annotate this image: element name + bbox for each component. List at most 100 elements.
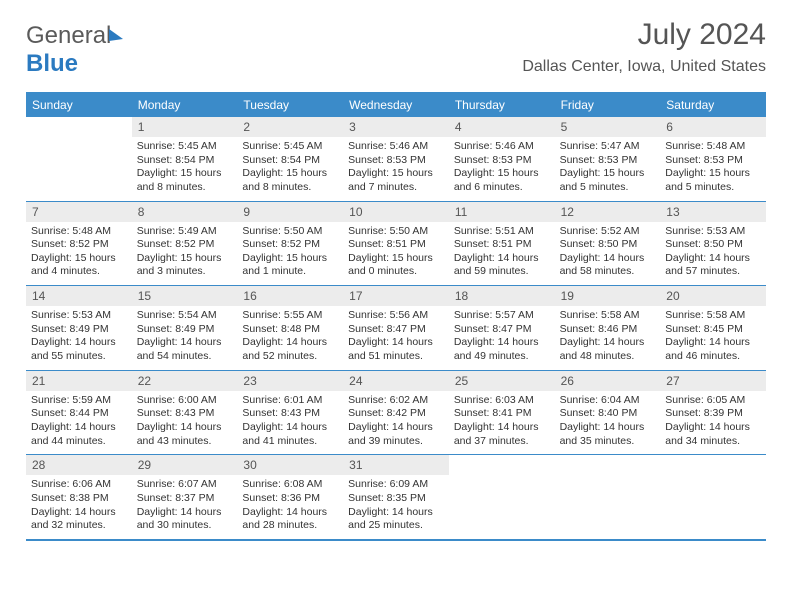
day-line: Sunset: 8:38 PM bbox=[31, 492, 127, 506]
day-line: Sunrise: 5:45 AM bbox=[242, 140, 338, 154]
day-number: 14 bbox=[26, 286, 132, 306]
day-line: Daylight: 14 hours bbox=[348, 421, 444, 435]
dow-monday: Monday bbox=[132, 94, 238, 117]
day-line: Daylight: 14 hours bbox=[31, 421, 127, 435]
day-of-week-header: Sunday Monday Tuesday Wednesday Thursday… bbox=[26, 94, 766, 117]
week-row: 7Sunrise: 5:48 AMSunset: 8:52 PMDaylight… bbox=[26, 201, 766, 286]
week-row: 21Sunrise: 5:59 AMSunset: 8:44 PMDayligh… bbox=[26, 370, 766, 455]
day-line: Sunset: 8:41 PM bbox=[454, 407, 550, 421]
day-line: Sunset: 8:53 PM bbox=[348, 154, 444, 168]
day-line: Daylight: 15 hours bbox=[31, 252, 127, 266]
day-cell: 24Sunrise: 6:02 AMSunset: 8:42 PMDayligh… bbox=[343, 371, 449, 455]
day-line: and 49 minutes. bbox=[454, 350, 550, 364]
day-detail: Sunrise: 6:05 AMSunset: 8:39 PMDaylight:… bbox=[660, 391, 766, 449]
day-number: 28 bbox=[26, 455, 132, 475]
day-line: Daylight: 15 hours bbox=[242, 252, 338, 266]
day-detail: Sunrise: 5:48 AMSunset: 8:53 PMDaylight:… bbox=[660, 137, 766, 195]
day-detail: Sunrise: 6:01 AMSunset: 8:43 PMDaylight:… bbox=[237, 391, 343, 449]
day-cell: 27Sunrise: 6:05 AMSunset: 8:39 PMDayligh… bbox=[660, 371, 766, 455]
day-cell bbox=[449, 455, 555, 539]
day-line: Sunset: 8:53 PM bbox=[560, 154, 656, 168]
day-detail: Sunrise: 6:08 AMSunset: 8:36 PMDaylight:… bbox=[237, 475, 343, 533]
day-line: Sunrise: 5:48 AM bbox=[31, 225, 127, 239]
day-line: Sunrise: 6:08 AM bbox=[242, 478, 338, 492]
day-line: Sunset: 8:47 PM bbox=[348, 323, 444, 337]
day-line: and 39 minutes. bbox=[348, 435, 444, 449]
day-cell: 3Sunrise: 5:46 AMSunset: 8:53 PMDaylight… bbox=[343, 117, 449, 201]
day-line: and 3 minutes. bbox=[137, 265, 233, 279]
day-line: Sunset: 8:40 PM bbox=[560, 407, 656, 421]
day-line: Sunset: 8:46 PM bbox=[560, 323, 656, 337]
day-number: 30 bbox=[237, 455, 343, 475]
day-line: and 5 minutes. bbox=[560, 181, 656, 195]
day-line: Daylight: 15 hours bbox=[665, 167, 761, 181]
day-line: and 48 minutes. bbox=[560, 350, 656, 364]
day-line: Daylight: 15 hours bbox=[348, 252, 444, 266]
day-line: Daylight: 14 hours bbox=[137, 506, 233, 520]
day-line: Daylight: 14 hours bbox=[560, 336, 656, 350]
day-line: Daylight: 14 hours bbox=[137, 421, 233, 435]
day-line: Sunrise: 5:52 AM bbox=[560, 225, 656, 239]
day-line: Daylight: 14 hours bbox=[348, 506, 444, 520]
day-cell: 21Sunrise: 5:59 AMSunset: 8:44 PMDayligh… bbox=[26, 371, 132, 455]
day-line: Sunrise: 6:05 AM bbox=[665, 394, 761, 408]
day-line: Sunset: 8:45 PM bbox=[665, 323, 761, 337]
day-line: and 1 minute. bbox=[242, 265, 338, 279]
day-cell: 30Sunrise: 6:08 AMSunset: 8:36 PMDayligh… bbox=[237, 455, 343, 539]
day-cell: 13Sunrise: 5:53 AMSunset: 8:50 PMDayligh… bbox=[660, 202, 766, 286]
day-detail: Sunrise: 5:58 AMSunset: 8:46 PMDaylight:… bbox=[555, 306, 661, 364]
day-cell: 15Sunrise: 5:54 AMSunset: 8:49 PMDayligh… bbox=[132, 286, 238, 370]
day-line: Sunset: 8:53 PM bbox=[454, 154, 550, 168]
day-line: Sunset: 8:43 PM bbox=[137, 407, 233, 421]
day-line: Daylight: 14 hours bbox=[31, 506, 127, 520]
day-cell: 8Sunrise: 5:49 AMSunset: 8:52 PMDaylight… bbox=[132, 202, 238, 286]
day-cell bbox=[26, 117, 132, 201]
day-line: Sunrise: 5:53 AM bbox=[31, 309, 127, 323]
day-line: Sunset: 8:52 PM bbox=[137, 238, 233, 252]
day-number: 29 bbox=[132, 455, 238, 475]
day-number bbox=[660, 455, 766, 461]
logo-text-1: General bbox=[26, 22, 111, 49]
day-number bbox=[26, 117, 132, 123]
day-detail: Sunrise: 6:09 AMSunset: 8:35 PMDaylight:… bbox=[343, 475, 449, 533]
day-detail: Sunrise: 6:06 AMSunset: 8:38 PMDaylight:… bbox=[26, 475, 132, 533]
day-detail: Sunrise: 5:54 AMSunset: 8:49 PMDaylight:… bbox=[132, 306, 238, 364]
day-line: Daylight: 15 hours bbox=[137, 167, 233, 181]
day-line: Sunset: 8:52 PM bbox=[31, 238, 127, 252]
day-line: Daylight: 15 hours bbox=[560, 167, 656, 181]
day-number: 24 bbox=[343, 371, 449, 391]
location-label: Dallas Center, Iowa, United States bbox=[26, 58, 766, 76]
day-line: Sunrise: 6:02 AM bbox=[348, 394, 444, 408]
day-line: Daylight: 14 hours bbox=[137, 336, 233, 350]
day-line: Sunset: 8:49 PM bbox=[137, 323, 233, 337]
day-detail: Sunrise: 5:53 AMSunset: 8:49 PMDaylight:… bbox=[26, 306, 132, 364]
day-line: Daylight: 15 hours bbox=[137, 252, 233, 266]
day-line: Daylight: 15 hours bbox=[454, 167, 550, 181]
day-detail: Sunrise: 5:55 AMSunset: 8:48 PMDaylight:… bbox=[237, 306, 343, 364]
day-line: and 6 minutes. bbox=[454, 181, 550, 195]
day-line: Sunrise: 5:56 AM bbox=[348, 309, 444, 323]
day-line: and 46 minutes. bbox=[665, 350, 761, 364]
day-number: 1 bbox=[132, 117, 238, 137]
day-number: 20 bbox=[660, 286, 766, 306]
week-row: 28Sunrise: 6:06 AMSunset: 8:38 PMDayligh… bbox=[26, 454, 766, 539]
day-detail: Sunrise: 5:50 AMSunset: 8:52 PMDaylight:… bbox=[237, 222, 343, 280]
day-line: Daylight: 14 hours bbox=[560, 252, 656, 266]
day-detail: Sunrise: 6:02 AMSunset: 8:42 PMDaylight:… bbox=[343, 391, 449, 449]
day-line: and 59 minutes. bbox=[454, 265, 550, 279]
day-cell: 31Sunrise: 6:09 AMSunset: 8:35 PMDayligh… bbox=[343, 455, 449, 539]
day-detail: Sunrise: 5:59 AMSunset: 8:44 PMDaylight:… bbox=[26, 391, 132, 449]
day-number: 26 bbox=[555, 371, 661, 391]
day-line: and 55 minutes. bbox=[31, 350, 127, 364]
day-number: 15 bbox=[132, 286, 238, 306]
day-cell: 7Sunrise: 5:48 AMSunset: 8:52 PMDaylight… bbox=[26, 202, 132, 286]
dow-thursday: Thursday bbox=[449, 94, 555, 117]
day-line: Sunrise: 5:45 AM bbox=[137, 140, 233, 154]
day-line: and 44 minutes. bbox=[31, 435, 127, 449]
day-line: Sunrise: 5:55 AM bbox=[242, 309, 338, 323]
day-detail: Sunrise: 5:56 AMSunset: 8:47 PMDaylight:… bbox=[343, 306, 449, 364]
day-line: Daylight: 14 hours bbox=[31, 336, 127, 350]
day-detail: Sunrise: 5:58 AMSunset: 8:45 PMDaylight:… bbox=[660, 306, 766, 364]
dow-saturday: Saturday bbox=[660, 94, 766, 117]
day-number: 10 bbox=[343, 202, 449, 222]
